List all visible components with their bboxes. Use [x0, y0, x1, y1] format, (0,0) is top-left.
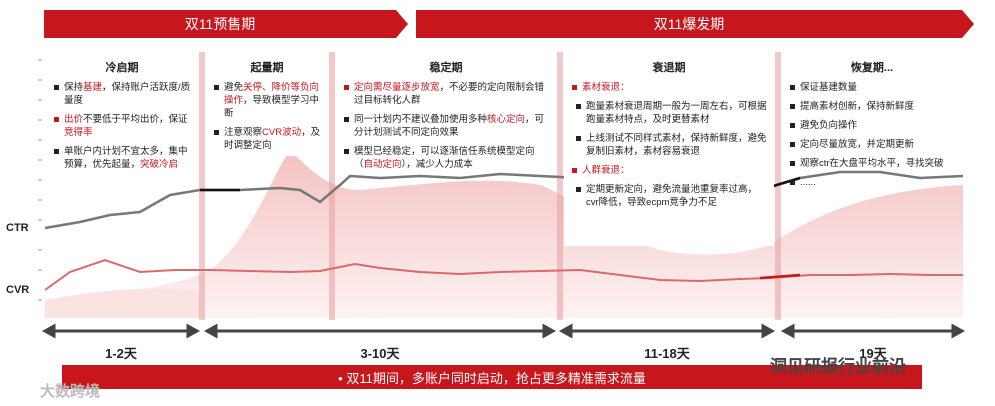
phase-item: 提高素材创新，保持新鲜度: [790, 100, 956, 113]
duration-2: 3-10天: [360, 346, 400, 361]
phase-item: 模型已经稳定，可以逐渐信任系统模型定向（自动定向），减少人力成本: [344, 145, 550, 171]
duration-1: 1-2天: [105, 346, 137, 361]
bottom-banner: • 双11期间，多账户同时启动，抢占更多精准需求流量: [62, 365, 922, 389]
separator-3: [557, 52, 563, 320]
phase-item: ......: [790, 176, 956, 189]
y-axis-ticks: [38, 59, 42, 301]
phase-title: 恢复期...: [850, 62, 894, 74]
header-presale: 双11预售期: [44, 10, 408, 38]
phase-stable: 稳定期 定向需尽量逐步放宽，不必要的定向限制会错过目标转化人群 同一计划内不建议…: [336, 56, 556, 172]
phase-item: 注意观察CVR波动，及时调整定向: [214, 127, 321, 151]
phase-cold-start: 冷启期 保持基建，保持账户活跃度/质量度 出价不要低于平均出价，保证竞得率 单账…: [46, 56, 198, 184]
separator-2: [329, 52, 335, 320]
phase-item: 保持基建，保持账户活跃度/质量度: [54, 82, 191, 106]
cvr-line: [44, 258, 963, 291]
phase-item: 避免关停、降价等负向操作，导致模型学习中断: [214, 81, 322, 120]
phase-item: 素材衰退：: [572, 81, 768, 94]
volume-area-light: [45, 288, 200, 318]
phase-item: 避免负向操作: [790, 119, 956, 132]
phase-title: 冷启期: [105, 62, 139, 74]
duration-arrows: [41, 323, 966, 339]
watermark-right: 洞见研报行业前沿: [770, 357, 906, 376]
separator-1: [199, 52, 205, 320]
phase-item: 定向尽量放宽，并定期更新: [790, 138, 956, 151]
phase-recovery: 恢复期... 保证基建数量 提高素材创新，保持新鲜度 避免负向操作 定向尽量放宽…: [782, 56, 962, 188]
cvr-axis-label: CVR: [6, 284, 30, 296]
cvr-line-dark: [759, 273, 801, 280]
phase-item: 同一计划内不建议叠加使用多种核心定向，可分计划测试不同定向效果: [344, 113, 550, 139]
phase-item: 单账户内计划不宜太多，集中预算，优先起量，突破冷启: [54, 145, 192, 171]
phase-item: 保证基建数量: [790, 81, 956, 94]
phase-item: 观察ctr在大盘平均水平，寻找突破: [790, 157, 956, 170]
phase-item: 定期更新定向，避免流量池重复率过高，cvr降低，导致ecpm竞争力不足: [576, 183, 768, 209]
phase-ramp-up: 起量期 避免关停、降价等负向操作，导致模型学习中断 注意观察CVR波动，及时调整…: [206, 56, 328, 156]
phase-decline: 衰退期 素材衰退： 跑量素材衰退周期一般为一周左右，可根据跑量素材特点，及时更替…: [564, 56, 774, 246]
phase-item: 上线测试不同样式素材，保持新鲜度，避免复制旧素材，素材容易衰退: [576, 133, 767, 157]
separator-4: [775, 52, 781, 320]
watermark-left: 大数跨境: [40, 383, 101, 400]
duration-3: 11-18天: [644, 346, 690, 361]
phase-item: 跑量素材衰退周期一般为一周左右，可根据跑量素材特点，及时更替素材: [576, 101, 767, 125]
phase-item: 人群衰退：: [572, 164, 768, 177]
duration-4: 19天: [859, 346, 887, 361]
phase-item: 定向需尽量逐步放宽，不必要的定向限制会错过目标转化人群: [344, 81, 550, 107]
phase-title: 稳定期: [429, 62, 463, 74]
volume-area: [45, 150, 963, 318]
phase-title: 起量期: [250, 62, 284, 74]
ctr-axis-label: CTR: [6, 222, 29, 234]
phase-item: 出价不要低于平均出价，保证竞得率: [54, 113, 192, 139]
header-burst: 双11爆发期: [416, 10, 974, 38]
phase-title: 衰退期: [652, 62, 686, 74]
